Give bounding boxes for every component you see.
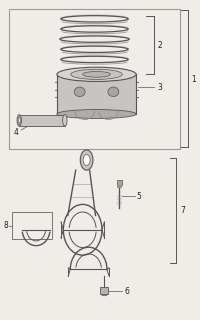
Text: 4: 4 — [14, 128, 19, 137]
Text: 6: 6 — [124, 286, 129, 295]
Ellipse shape — [62, 115, 67, 126]
Ellipse shape — [70, 69, 122, 79]
Ellipse shape — [18, 117, 20, 123]
Ellipse shape — [74, 87, 85, 97]
Bar — [57, 74, 136, 114]
Ellipse shape — [101, 292, 107, 296]
Bar — [12, 212, 52, 239]
Text: 7: 7 — [179, 206, 184, 215]
Ellipse shape — [82, 71, 110, 77]
Text: 3: 3 — [157, 83, 162, 92]
Text: 5: 5 — [136, 192, 141, 201]
Bar — [9, 9, 179, 149]
Text: 1: 1 — [190, 75, 195, 84]
Ellipse shape — [80, 150, 93, 170]
Ellipse shape — [57, 109, 136, 118]
Bar — [116, 180, 121, 185]
Ellipse shape — [57, 67, 136, 82]
Bar — [19, 115, 64, 126]
Bar — [116, 185, 121, 188]
Ellipse shape — [83, 155, 90, 165]
Ellipse shape — [17, 115, 21, 126]
FancyBboxPatch shape — [100, 287, 108, 293]
Ellipse shape — [107, 87, 118, 97]
Text: 2: 2 — [157, 41, 162, 50]
Text: 8: 8 — [3, 221, 8, 230]
